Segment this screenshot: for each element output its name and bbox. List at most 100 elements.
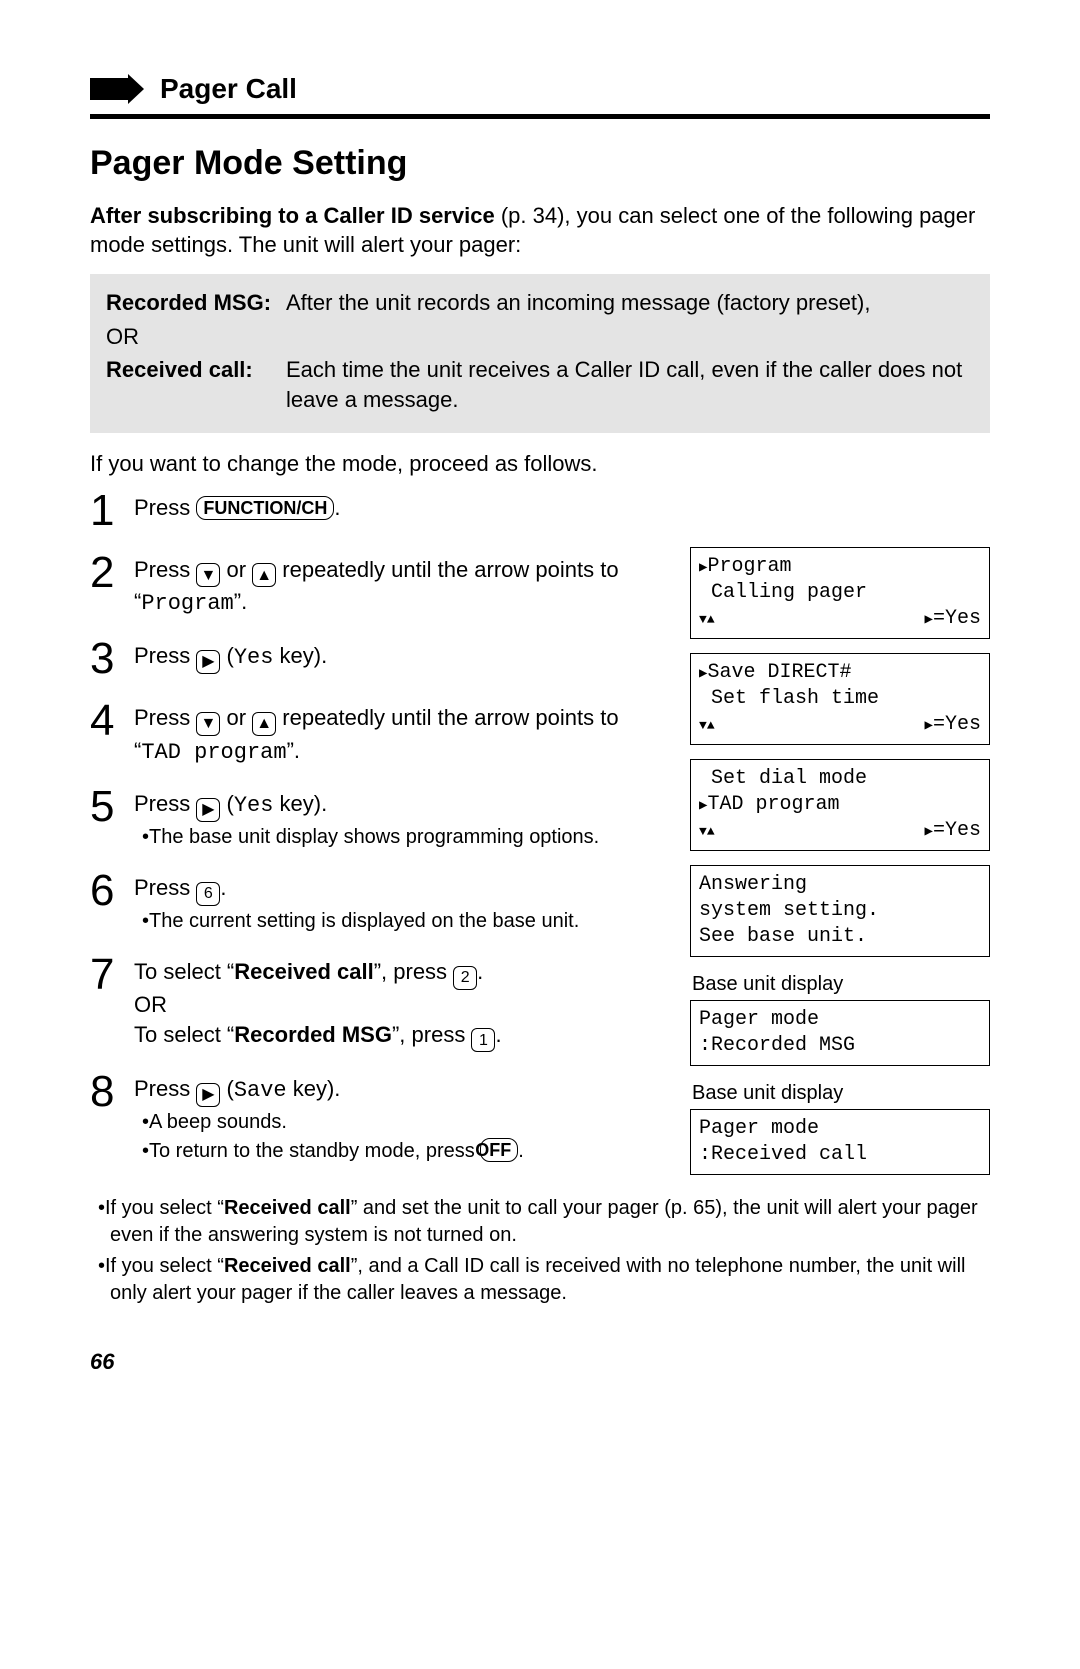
mono-text: Yes <box>234 793 274 818</box>
note-text: •If you select “ <box>98 1197 224 1219</box>
step-number: 3 <box>90 637 122 681</box>
lcd-line: :Received call <box>699 1142 981 1168</box>
lcd-display-7: Pager mode :Received call <box>690 1109 990 1175</box>
step-text: key). <box>287 1076 341 1101</box>
note-text: •If you select “ <box>98 1255 224 1277</box>
steps-list: 1 Press FUNCTION/CH. 2 Press ▼ or ▲ repe… <box>90 489 670 1184</box>
step-text: To select “ <box>134 1022 234 1047</box>
up-icon <box>707 819 715 842</box>
lcd-line: Pager mode <box>699 1116 981 1142</box>
lcd-display-4: Set dial mode TAD program =Yes <box>690 759 990 851</box>
lcd-line: Set flash time <box>699 686 981 712</box>
bold-text: Received call <box>224 1197 351 1219</box>
two-key: 2 <box>453 966 477 990</box>
step-text: ”, press <box>374 959 453 984</box>
option-text: After the unit records an incoming messa… <box>286 288 870 318</box>
lcd-line: system setting. <box>699 898 981 924</box>
lcd-line: TAD program <box>707 793 839 816</box>
off-key: OFF <box>480 1138 518 1162</box>
display-caption: Base unit display <box>692 1080 990 1107</box>
lcd-yes: =Yes <box>933 607 981 630</box>
one-key: 1 <box>471 1028 495 1052</box>
up-icon <box>707 713 715 736</box>
step-text: ”, press <box>392 1022 471 1047</box>
step-number: 1 <box>90 489 122 533</box>
option-text: Each time the unit receives a Caller ID … <box>286 355 974 414</box>
down-icon <box>699 819 707 842</box>
step-text: or <box>220 557 252 582</box>
step-3: 3 Press ▶ (Yes key). <box>90 637 670 681</box>
lcd-line: See base unit. <box>699 924 981 950</box>
step-8: 8 Press ▶ (Save key). •A beep sounds. •T… <box>90 1070 670 1165</box>
display-column: Program Calling pager =Yes Save DIRECT# … <box>690 547 990 1189</box>
continue-text: If you want to change the mode, proceed … <box>90 449 990 479</box>
step-text: Press <box>134 705 196 730</box>
step-text: or <box>220 705 252 730</box>
down-key-icon: ▼ <box>196 712 220 736</box>
step-4: 4 Press ▼ or ▲ repeatedly until the arro… <box>90 699 670 767</box>
lcd-line: Calling pager <box>699 580 981 606</box>
step-text: key). <box>273 791 327 816</box>
bold-text: Received call <box>234 959 373 984</box>
note-2: •If you select “Received call”, and a Ca… <box>90 1253 990 1307</box>
lcd-yes: =Yes <box>933 819 981 842</box>
step-text: Press <box>134 1076 196 1101</box>
mode-options-box: Recorded MSG: After the unit records an … <box>90 274 990 433</box>
step-bullet: •To return to the standby mode, press OF… <box>134 1138 670 1165</box>
option-or: OR <box>106 322 139 352</box>
step-bullet: •The base unit display shows programming… <box>134 824 670 851</box>
right-key-icon: ▶ <box>196 1083 220 1107</box>
right-icon <box>925 819 933 842</box>
right-key-icon: ▶ <box>196 650 220 674</box>
note-1: •If you select “Received call” and set t… <box>90 1195 990 1249</box>
section-title: Pager Call <box>160 70 297 108</box>
mono-text: Program <box>141 591 233 616</box>
up-key-icon: ▲ <box>252 563 276 587</box>
footnotes: •If you select “Received call” and set t… <box>90 1195 990 1307</box>
right-icon <box>925 713 933 736</box>
down-icon <box>699 607 707 630</box>
down-key-icon: ▼ <box>196 563 220 587</box>
intro-text: After subscribing to a Caller ID service… <box>90 201 990 260</box>
table-row: Recorded MSG: After the unit records an … <box>106 288 974 318</box>
six-key: 6 <box>196 882 220 906</box>
step-text: key). <box>273 643 327 668</box>
page-number: 66 <box>90 1347 990 1377</box>
bold-text: Recorded MSG <box>234 1022 392 1047</box>
step-number: 4 <box>90 699 122 767</box>
lcd-line: Answering <box>699 872 981 898</box>
lcd-display-5: Answering system setting. See base unit. <box>690 865 990 957</box>
step-6: 6 Press 6. •The current setting is displ… <box>90 869 670 935</box>
step-text: To select “ <box>134 959 234 984</box>
step-text: ( <box>220 1076 233 1101</box>
lcd-display-6: Pager mode :Recorded MSG <box>690 1000 990 1066</box>
lcd-display-2: Program Calling pager =Yes <box>690 547 990 639</box>
step-7: 7 To select “Received call”, press 2. OR… <box>90 953 670 1052</box>
right-icon <box>925 607 933 630</box>
arrow-icon <box>90 78 128 100</box>
step-2: 2 Press ▼ or ▲ repeatedly until the arro… <box>90 551 670 619</box>
step-text: Press <box>134 495 196 520</box>
mono-text: TAD program <box>141 740 286 765</box>
step-bullet: •The current setting is displayed on the… <box>134 908 670 935</box>
lcd-line: Program <box>707 555 791 578</box>
mono-text: Save <box>234 1078 287 1103</box>
option-label: Recorded MSG: <box>106 288 286 318</box>
lcd-line: Set dial mode <box>699 766 981 792</box>
step-text: ”. <box>287 738 300 763</box>
bold-text: Received call <box>224 1255 351 1277</box>
bullet-text: •To return to the standby mode, press <box>142 1140 480 1162</box>
table-row: Received call: Each time the unit receiv… <box>106 355 974 414</box>
lcd-line: Pager mode <box>699 1007 981 1033</box>
step-text: Press <box>134 643 196 668</box>
lcd-yes: =Yes <box>933 713 981 736</box>
step-number: 6 <box>90 869 122 935</box>
step-text: ( <box>220 643 233 668</box>
table-row: OR <box>106 322 974 352</box>
page-title: Pager Mode Setting <box>90 141 990 187</box>
function-key: FUNCTION/CH <box>196 496 334 520</box>
step-text: Press <box>134 791 196 816</box>
intro-bold: After subscribing to a Caller ID service <box>90 203 495 228</box>
or-text: OR <box>134 992 167 1017</box>
lcd-display-3: Save DIRECT# Set flash time =Yes <box>690 653 990 745</box>
